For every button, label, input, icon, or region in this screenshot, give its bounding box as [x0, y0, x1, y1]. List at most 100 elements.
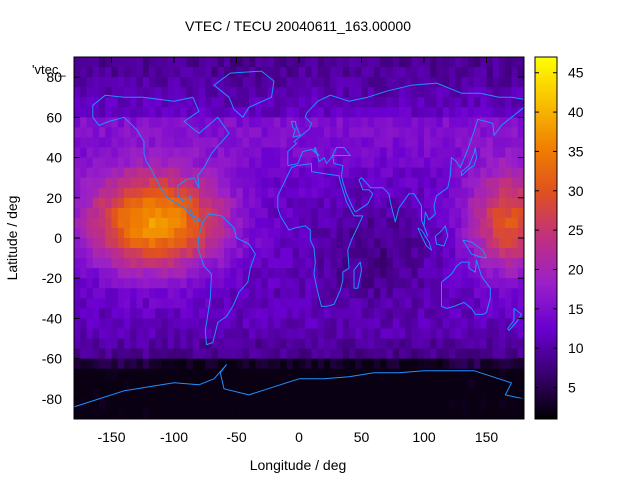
heatmap-cell [355, 187, 363, 199]
heatmap-cell [399, 167, 406, 179]
heatmap-cell [230, 238, 238, 249]
heatmap-cell [374, 137, 381, 149]
heatmap-cell [430, 238, 438, 249]
heatmap-cell [405, 408, 413, 419]
heatmap-cell [161, 127, 169, 139]
heatmap-cell [261, 157, 269, 169]
heatmap-cell [86, 388, 94, 400]
heatmap-cell [467, 97, 475, 108]
heatmap-cell [99, 348, 106, 360]
heatmap-cell [424, 67, 431, 78]
heatmap-cell [355, 97, 363, 108]
heatmap-cell [249, 87, 256, 98]
heatmap-cell [86, 67, 94, 78]
heatmap-cell [105, 328, 113, 340]
heatmap-cell [367, 127, 375, 139]
heatmap-cell [511, 107, 519, 118]
heatmap-cell [386, 258, 394, 269]
heatmap-cell [267, 137, 275, 149]
heatmap-cell [424, 368, 431, 380]
heatmap-cell [430, 408, 438, 419]
heatmap-cell [224, 378, 231, 390]
heatmap-cell [436, 117, 444, 128]
heatmap-cell [411, 368, 419, 380]
heatmap-cell [424, 388, 431, 400]
heatmap-cell [492, 258, 500, 269]
heatmap-cell [386, 77, 394, 88]
heatmap-cell [474, 388, 481, 400]
heatmap-cell [336, 107, 344, 118]
heatmap-cell [192, 408, 200, 419]
heatmap-cell [161, 77, 169, 88]
heatmap-cell [261, 358, 269, 370]
heatmap-cell [217, 77, 225, 88]
heatmap-cell [292, 308, 300, 320]
heatmap-cell [242, 348, 250, 360]
heatmap-cell [449, 238, 456, 249]
heatmap-cell [242, 197, 250, 209]
heatmap-cell [261, 378, 269, 390]
heatmap-cell [411, 398, 419, 410]
heatmap-cell [280, 358, 288, 370]
heatmap-cell [311, 368, 319, 380]
heatmap-cell [230, 137, 238, 149]
heatmap-cell [117, 147, 125, 159]
heatmap-cell [424, 187, 431, 199]
heatmap-cell [430, 288, 438, 299]
heatmap-cell [224, 348, 231, 360]
heatmap-cell [467, 167, 475, 179]
heatmap-cell [511, 57, 519, 68]
heatmap-cell [505, 248, 513, 259]
heatmap-cell [111, 167, 119, 179]
heatmap-cell [461, 388, 469, 400]
heatmap-cell [392, 217, 400, 229]
heatmap-cell [155, 167, 163, 179]
y-tick-label: 20 [46, 190, 62, 206]
heatmap-cell [367, 227, 375, 239]
heatmap-cell [417, 67, 425, 78]
heatmap-cell [449, 318, 456, 330]
heatmap-cell [317, 117, 325, 128]
heatmap-cell [80, 137, 88, 149]
heatmap-cell [117, 348, 125, 360]
heatmap-cell [399, 117, 406, 128]
heatmap-cell [517, 217, 524, 229]
heatmap-cell [255, 258, 263, 269]
heatmap-cell [80, 117, 88, 128]
heatmap-cell [192, 127, 200, 139]
heatmap-cell [405, 227, 413, 239]
heatmap-cell [492, 217, 500, 229]
heatmap-cell [180, 358, 188, 370]
heatmap-cell [492, 97, 500, 108]
heatmap-cell [461, 197, 469, 209]
heatmap-cell [505, 227, 513, 239]
heatmap-cell [130, 97, 138, 108]
heatmap-cell [367, 157, 375, 169]
heatmap-cell [136, 408, 144, 419]
heatmap-cell [80, 127, 88, 139]
heatmap-cell [74, 378, 81, 390]
heatmap-cell [205, 57, 213, 68]
heatmap-cell [392, 177, 400, 189]
heatmap-cell [211, 318, 219, 330]
heatmap-cell [205, 87, 213, 98]
heatmap-cell [392, 338, 400, 350]
heatmap-cell [480, 358, 488, 370]
heatmap-cell [280, 227, 288, 239]
heatmap-cell [424, 127, 431, 139]
heatmap-cell [517, 348, 524, 360]
heatmap-cell [467, 348, 475, 360]
heatmap-cell [149, 308, 156, 320]
heatmap-cell [99, 77, 106, 88]
colorbar-tick-label: 10 [568, 340, 584, 356]
heatmap-cell [74, 338, 81, 350]
heatmap-cell [386, 378, 394, 390]
heatmap-cell [461, 378, 469, 390]
heatmap-cell [305, 97, 313, 108]
heatmap-cell [311, 167, 319, 179]
heatmap-cell [155, 137, 163, 149]
heatmap-cell [124, 77, 131, 88]
heatmap-cell [199, 338, 206, 350]
heatmap-cell [349, 67, 356, 78]
heatmap-cell [74, 227, 81, 239]
